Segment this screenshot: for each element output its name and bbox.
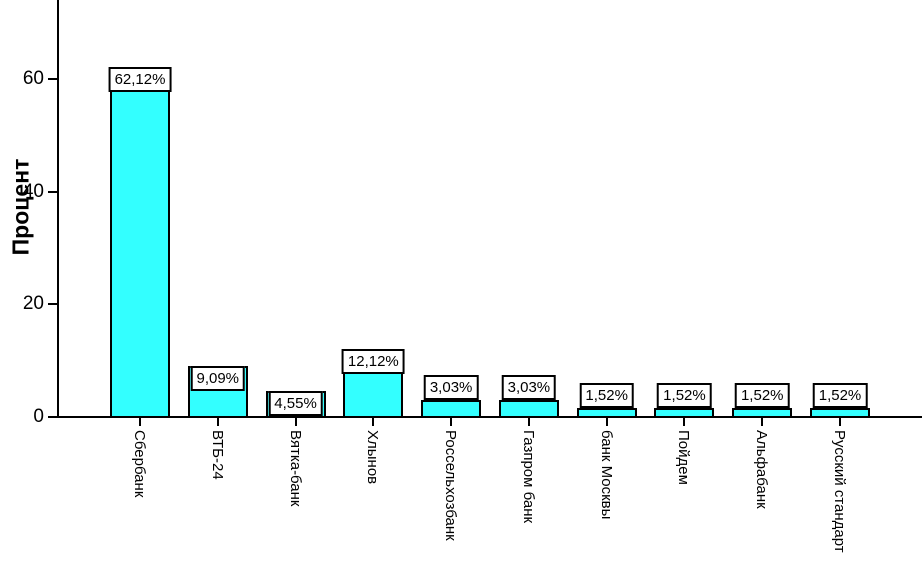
category-label: Вятка-банк: [286, 430, 304, 507]
bar-value-label: 1,52%: [657, 383, 712, 409]
y-tick: [48, 190, 58, 193]
bar: [110, 66, 170, 418]
category-label: ВТБ-24: [208, 430, 226, 480]
bar: [654, 408, 715, 418]
x-tick: [372, 418, 375, 426]
bar-value-label: 62,12%: [108, 66, 172, 92]
x-tick: [527, 418, 530, 426]
y-tick: [48, 77, 58, 80]
y-tick-label: 20: [22, 293, 44, 315]
category-label: Газпром банк: [519, 430, 537, 524]
category-label: Хлынов: [364, 430, 382, 485]
x-tick: [683, 418, 686, 426]
category-label: банк Москвы: [597, 430, 615, 520]
x-axis-line: [57, 416, 922, 418]
y-tick-label: 40: [22, 180, 44, 202]
category-label: Русский стандарт: [831, 430, 849, 553]
bar: [810, 408, 871, 418]
category-label: Альфабанк: [753, 430, 771, 509]
bar-value-label: 1,52%: [734, 383, 790, 409]
bar-value-label: 3,03%: [501, 374, 557, 400]
category-label: Сбербанк: [131, 430, 148, 498]
bar-value-label: 1,52%: [812, 383, 868, 409]
y-tick-label: 60: [22, 67, 44, 89]
bar: [498, 399, 559, 418]
bar: [421, 399, 482, 418]
y-axis-line: [57, 0, 59, 418]
bar-value-label: 9,09%: [190, 365, 246, 391]
bar: [576, 408, 637, 418]
x-tick: [839, 418, 842, 426]
x-tick: [450, 418, 453, 426]
bar-value-label: 12,12%: [341, 348, 405, 374]
y-tick: [48, 303, 58, 306]
bar-value-label: 3,03%: [423, 374, 479, 400]
y-axis-title: Процент: [7, 158, 34, 256]
category-label: Россельхозбанк: [442, 430, 460, 541]
y-tick-label: 0: [33, 406, 44, 427]
bar: [732, 408, 793, 418]
x-tick: [294, 418, 297, 426]
y-tick: [48, 416, 58, 418]
x-tick: [139, 418, 141, 426]
bar-value-label: 4,55%: [268, 391, 323, 417]
x-tick: [216, 418, 219, 426]
category-label: Пойдем: [675, 430, 693, 485]
x-tick: [761, 418, 764, 426]
bar-value-label: 1,52%: [579, 383, 634, 409]
x-tick: [605, 418, 608, 426]
